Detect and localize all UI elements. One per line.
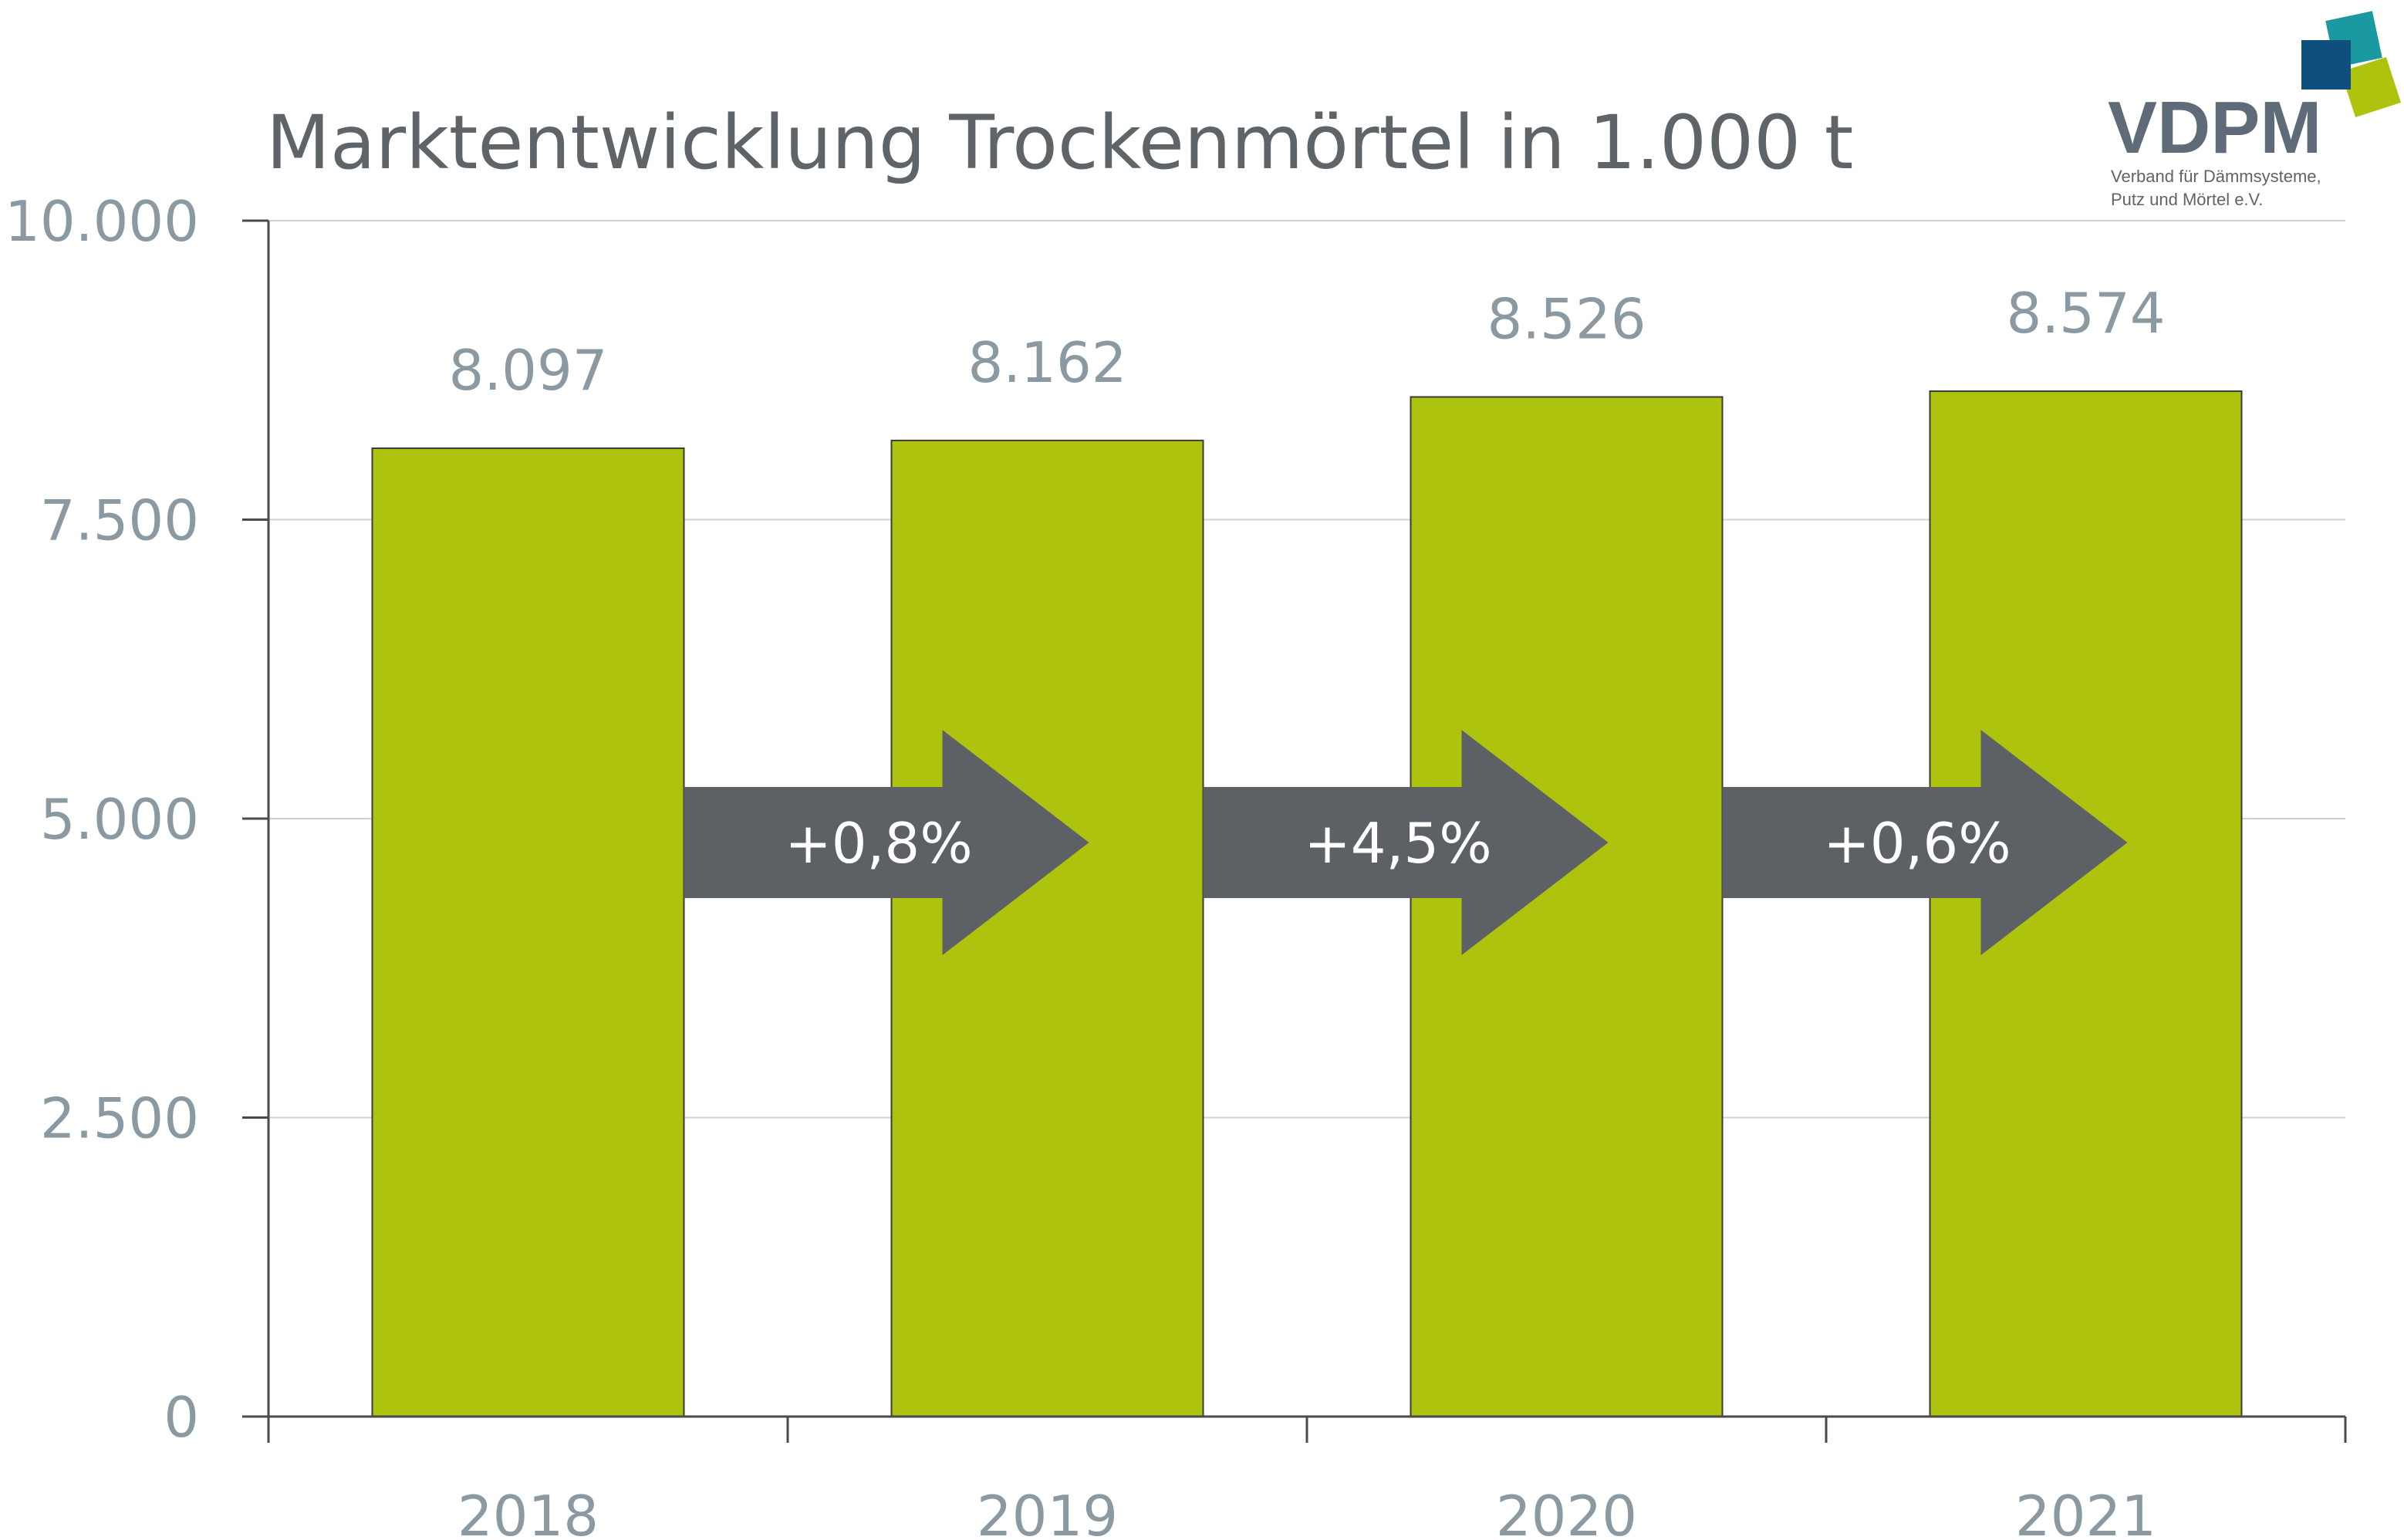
y-tick-label: 2.500 [40, 1086, 199, 1151]
bar-2020 [1410, 396, 1724, 1417]
value-label-2019: 8.162 [967, 330, 1126, 395]
change-label: +0,8% [785, 811, 972, 876]
change-label: +4,5% [1304, 811, 1491, 876]
change-arrow [684, 730, 1089, 955]
x-tick-label: 2020 [1496, 1484, 1637, 1540]
x-tick-label: 2018 [458, 1484, 599, 1540]
value-label-2018: 8.097 [448, 338, 607, 403]
y-tick-label: 5.000 [40, 787, 199, 852]
logo-subtitle-line2: Putz und Mörtel e.V. [2111, 190, 2263, 209]
y-axis-ticks: 0 2.500 5.000 7.500 10.000 [5, 189, 268, 1450]
change-label: +0,6% [1823, 811, 2011, 876]
logo-name: VDPM [2108, 86, 2321, 169]
y-tick-label: 7.500 [40, 488, 199, 553]
change-arrow [1203, 730, 1609, 955]
y-tick-label: 10.000 [5, 189, 199, 254]
value-label-2020: 8.526 [1487, 286, 1646, 351]
y-tick-label: 0 [164, 1385, 199, 1450]
change-arrow [1722, 730, 2128, 955]
bar-2019 [890, 439, 1204, 1417]
x-tick-label: 2021 [2015, 1484, 2156, 1540]
bar-2018 [371, 447, 685, 1418]
logo-green-square [2340, 56, 2402, 118]
change-arrows: +0,8% +4,5% +0,6% [684, 730, 2128, 955]
vdpm-logo: VDPM Verband für Dämmsysteme, Putz und M… [2108, 11, 2402, 209]
chart-title: Marktentwicklung Trockenmörtel in 1.000 … [266, 100, 1853, 186]
logo-subtitle-line1: Verband für Dämmsysteme, [2111, 167, 2321, 186]
x-axis-ticks: 2018 2019 2020 2021 [267, 1417, 2347, 1540]
value-label-2021: 8.574 [2006, 281, 2165, 346]
bar-2021 [1929, 390, 2243, 1417]
x-tick-label: 2019 [977, 1484, 1118, 1540]
logo-navy-square [2301, 40, 2351, 89]
